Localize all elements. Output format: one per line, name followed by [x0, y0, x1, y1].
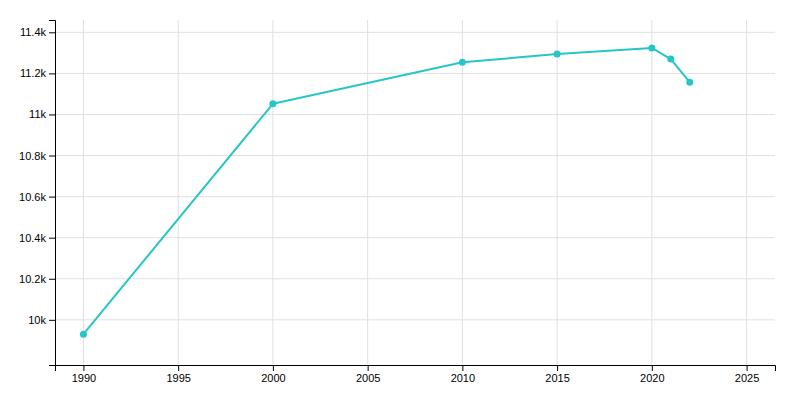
x-axis: 1990 1995 2000 2005 2010 2015 2020 2025 — [56, 365, 776, 384]
tick-label: 2015 — [545, 372, 569, 384]
tick-mark — [49, 156, 55, 157]
axis-line — [49, 21, 56, 366]
tick: 11.4k — [20, 26, 55, 38]
tick-mark — [747, 365, 748, 371]
y-axis: 10k 10.2k 10.4k 10.6k 10.8k 11k 11.2k 11.4k — [19, 21, 55, 366]
tick: 11k — [29, 108, 55, 120]
tick-label: 10.8k — [19, 150, 46, 162]
tick: 1995 — [166, 365, 190, 384]
tick: 10.6k — [19, 191, 55, 203]
tick-mark — [49, 197, 55, 198]
tick-mark — [83, 365, 84, 371]
tick: 1990 — [72, 365, 96, 384]
point — [554, 51, 561, 58]
tick-label: 11.4k — [20, 26, 47, 38]
tick: 2000 — [261, 365, 285, 384]
tick-label: 2010 — [451, 372, 475, 384]
tick-label: 1990 — [72, 372, 96, 384]
chart: 1990 1995 2000 2005 2010 2015 2020 2025 10k 10.2k… — [0, 0, 800, 400]
tick-label: 1995 — [166, 372, 190, 384]
grid-line — [272, 20, 273, 365]
grid-line — [55, 196, 775, 197]
grid-line — [746, 20, 747, 365]
point — [648, 44, 655, 51]
tick: 2010 — [451, 365, 475, 384]
tick-label: 11k — [29, 108, 46, 120]
tick-mark — [652, 365, 653, 371]
tick-mark — [557, 365, 558, 371]
point — [667, 56, 674, 63]
tick: 2020 — [640, 365, 664, 384]
series — [80, 44, 693, 337]
tick-label: 2000 — [261, 372, 285, 384]
grid-line — [55, 32, 775, 33]
axis-line — [56, 366, 776, 372]
grid-line — [55, 278, 775, 279]
point — [686, 79, 693, 86]
tick: 2025 — [735, 365, 759, 384]
grid-line — [651, 20, 652, 365]
grid-line — [178, 20, 179, 365]
tick-mark — [49, 238, 55, 239]
tick: 10.8k — [19, 150, 55, 162]
tick: 10k — [28, 314, 55, 326]
point — [269, 100, 276, 107]
tick-mark — [178, 365, 179, 371]
tick: 2005 — [356, 365, 380, 384]
plot-area: 1990 1995 2000 2005 2010 2015 2020 2025 10k 10.2k… — [19, 20, 775, 384]
grid-line — [55, 155, 775, 156]
tick: 11.2k — [20, 67, 55, 79]
tick-mark — [49, 114, 55, 115]
tick-mark — [273, 365, 274, 371]
tick-label: 10k — [28, 314, 46, 326]
tick-label: 10.6k — [19, 191, 46, 203]
tick-mark — [49, 73, 55, 74]
tick-mark — [462, 365, 463, 371]
tick-label: 10.2k — [19, 273, 46, 285]
tick: 10.2k — [19, 273, 55, 285]
tick-label: 11.2k — [20, 67, 47, 79]
tick: 2015 — [545, 365, 569, 384]
grid-line — [55, 114, 775, 115]
point — [459, 59, 466, 66]
line — [83, 48, 689, 334]
point — [80, 331, 87, 338]
grid-line — [462, 20, 463, 365]
tick-label: 2020 — [640, 372, 664, 384]
tick-label: 2025 — [735, 372, 759, 384]
tick-mark — [49, 279, 55, 280]
tick-mark — [368, 365, 369, 371]
grid — [55, 20, 775, 365]
grid-line — [557, 20, 558, 365]
tick: 10.4k — [19, 232, 55, 244]
tick-mark — [49, 320, 55, 321]
grid-line — [83, 20, 84, 365]
tick-label: 2005 — [356, 372, 380, 384]
grid-line — [55, 319, 775, 320]
tick-label: 10.4k — [19, 232, 46, 244]
grid-line — [367, 20, 368, 365]
tick-mark — [49, 32, 55, 33]
